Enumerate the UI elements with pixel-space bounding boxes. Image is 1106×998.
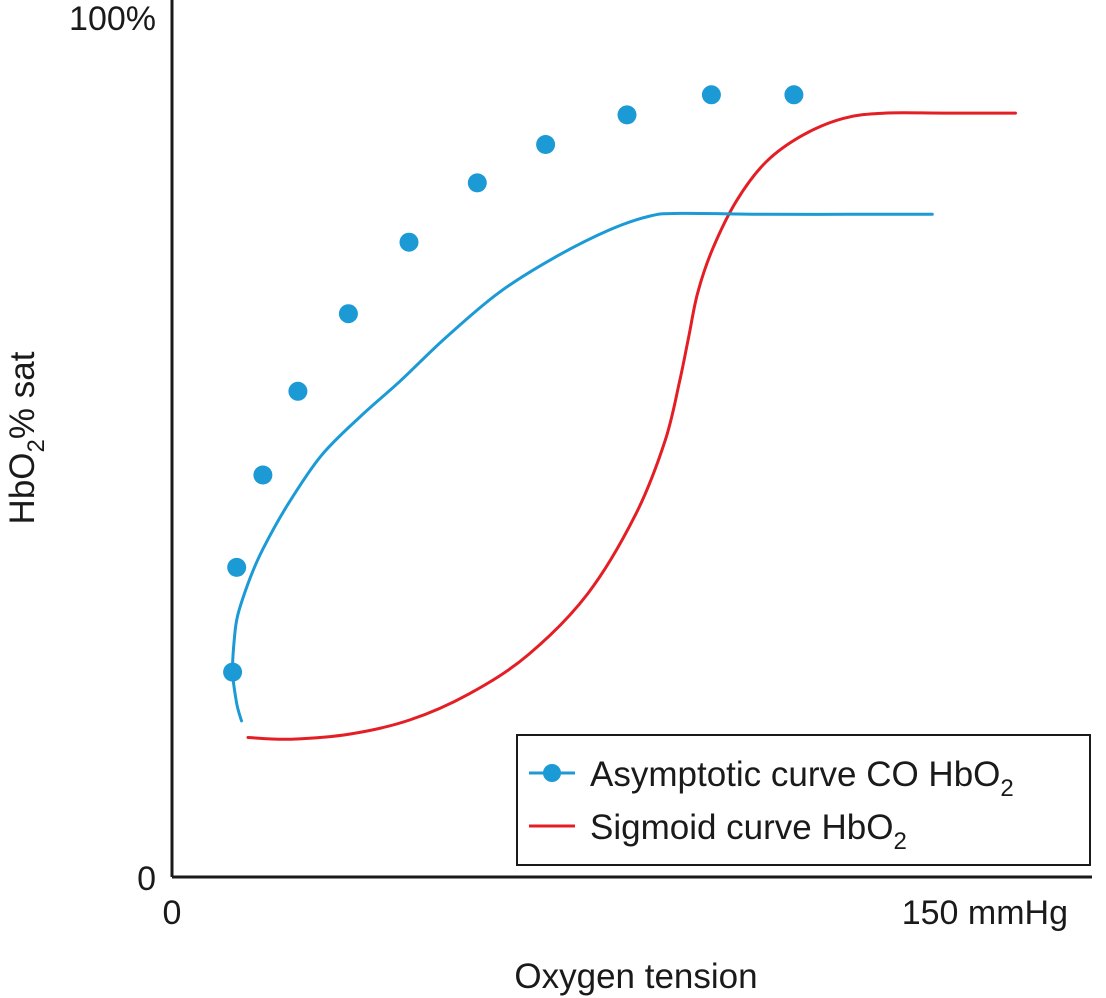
data-point-asymptotic-9: [617, 105, 637, 125]
data-point-asymptotic-10: [701, 85, 721, 105]
legend-box: [516, 734, 1091, 866]
data-point-asymptotic-7: [467, 173, 487, 193]
x-axis-title: Oxygen tension: [514, 957, 757, 996]
data-point-asymptotic-11: [784, 85, 804, 105]
legend-label-asymptotic-main: Asymptotic curve CO HbO: [590, 755, 1000, 794]
data-point-asymptotic-4: [288, 381, 308, 401]
data-point-asymptotic-5: [338, 304, 358, 324]
y-tick-label-top: 100%: [69, 0, 156, 38]
legend-label-sigmoid-subscript: 2: [893, 828, 906, 855]
x-tick-label-origin: 0: [163, 894, 182, 932]
series-layer: [223, 85, 1017, 741]
data-point-asymptotic-2: [227, 557, 247, 577]
series-line-asymptotic: [231, 211, 934, 723]
data-point-asymptotic-6: [399, 232, 419, 252]
series-line-sigmoid: [246, 111, 1017, 741]
legend-label-sigmoid: Sigmoid curve HbO2: [590, 808, 907, 855]
data-point-asymptotic-1: [223, 662, 243, 682]
y-axis-title-rest: % sat: [3, 351, 42, 439]
y-tick-label-bottom: 0: [137, 860, 156, 898]
legend-label-asymptotic: Asymptotic curve CO HbO2: [590, 755, 1014, 802]
y-axis-title: HbO2% sat: [3, 351, 50, 524]
legend-swatch-asymptotic-marker: [543, 764, 561, 782]
data-point-asymptotic-8: [536, 135, 556, 154]
data-point-asymptotic-3: [253, 465, 273, 485]
y-axis-title-subscript: 2: [23, 439, 50, 452]
x-tick-label-end: 150 mmHg: [902, 894, 1068, 932]
legend-label-asymptotic-subscript: 2: [1000, 775, 1013, 802]
y-axis-title-main: HbO: [3, 452, 42, 524]
legend: Asymptotic curve CO HbO2 Sigmoid curve H…: [516, 734, 1091, 866]
legend-label-sigmoid-main: Sigmoid curve HbO: [590, 808, 893, 847]
